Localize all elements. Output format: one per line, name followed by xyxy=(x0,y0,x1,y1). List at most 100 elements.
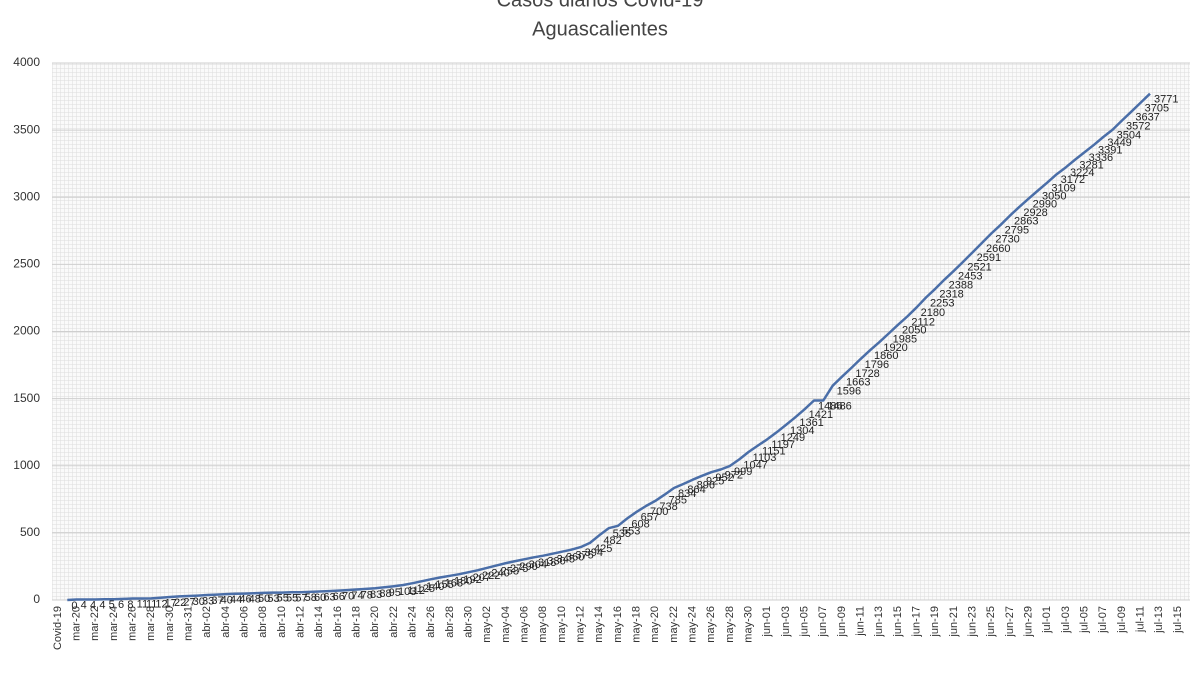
data-label: 30 xyxy=(193,596,205,608)
x-tick-label: abr-26 xyxy=(425,606,437,638)
data-label: 22 xyxy=(174,597,186,609)
x-tick-label: jun-07 xyxy=(817,606,829,638)
data-label: 2660 xyxy=(986,243,1010,255)
x-tick-label: may-08 xyxy=(537,606,549,643)
x-tick-label: may-18 xyxy=(631,606,643,643)
x-tick-label: abr-28 xyxy=(444,606,456,638)
data-label: 1421 xyxy=(809,409,833,421)
x-tick-label: jun-29 xyxy=(1023,606,1035,638)
data-label: 44 xyxy=(230,594,242,606)
x-tick-label: jul-03 xyxy=(1060,606,1072,634)
data-label: 1486 xyxy=(818,400,842,412)
data-label: 2112 xyxy=(911,316,935,328)
data-line xyxy=(67,92,1151,602)
data-label: 1985 xyxy=(893,333,917,345)
y-tick-label: 1000 xyxy=(13,458,40,472)
data-label: 103 xyxy=(398,586,416,598)
data-label: 5 xyxy=(109,599,115,611)
data-label: 78 xyxy=(361,589,373,601)
x-tick-label: jun-27 xyxy=(1004,606,1016,638)
data-label: 700 xyxy=(650,506,668,518)
y-tick-label: 0 xyxy=(33,592,40,606)
data-label: 1920 xyxy=(883,342,907,354)
x-tick-label: abr-24 xyxy=(407,606,419,638)
x-tick-label: jun-01 xyxy=(761,606,773,638)
data-label: 1047 xyxy=(743,459,767,471)
data-label: 394 xyxy=(585,547,603,559)
data-label: 58 xyxy=(305,592,317,604)
data-label: 2990 xyxy=(1033,198,1057,210)
data-label: 3705 xyxy=(1145,103,1169,115)
data-label: 46 xyxy=(239,594,251,606)
data-label: 345 xyxy=(557,554,575,566)
data-label: 3449 xyxy=(1107,137,1131,149)
data-label: 240 xyxy=(491,568,509,580)
data-label: 50 xyxy=(258,593,270,605)
data-label: 1249 xyxy=(781,432,805,444)
data-label: 4 xyxy=(81,599,87,611)
data-label: 482 xyxy=(603,535,621,547)
data-label: 972 xyxy=(725,469,743,481)
x-tick-label: Covid-19 xyxy=(52,606,64,650)
data-label: 2730 xyxy=(995,233,1019,245)
data-label: 140 xyxy=(426,581,444,593)
data-label: 27 xyxy=(183,596,195,608)
data-label: 3336 xyxy=(1089,152,1113,164)
data-label: 2253 xyxy=(930,297,954,309)
x-tick-label: jul-15 xyxy=(1172,606,1184,634)
data-label: 290 xyxy=(519,561,537,573)
data-label: 3281 xyxy=(1079,159,1103,171)
x-tick-label: abr-20 xyxy=(369,606,381,638)
x-tick-label: jun-05 xyxy=(799,606,811,638)
y-tick-label: 3500 xyxy=(13,122,40,136)
x-tick-label: mar-31 xyxy=(183,606,195,641)
x-tick-label: may-22 xyxy=(668,606,680,643)
chart-subtitle: Aguascalientes xyxy=(532,18,668,40)
x-tick-label: may-20 xyxy=(649,606,661,643)
x-tick-label: jun-23 xyxy=(967,606,979,638)
data-label: 2388 xyxy=(949,279,973,291)
data-label: 864 xyxy=(687,484,705,496)
x-tick-label: mar-28 xyxy=(145,606,157,641)
data-label: 57 xyxy=(295,592,307,604)
data-label: 1486 xyxy=(827,400,851,412)
x-tick-label: may-30 xyxy=(743,606,755,643)
x-tick-label: abr-16 xyxy=(332,606,344,638)
data-label: 360 xyxy=(566,552,584,564)
x-tick-label: mar-20 xyxy=(71,606,83,641)
data-label: 70 xyxy=(342,591,354,603)
data-label: 304 xyxy=(529,559,547,571)
data-label: 2521 xyxy=(967,261,991,273)
data-label: 155 xyxy=(435,579,453,591)
data-label: 11 xyxy=(137,598,148,610)
x-tick-label: may-12 xyxy=(575,606,587,643)
data-label: 375 xyxy=(575,550,593,562)
x-tick-label: jun-17 xyxy=(911,606,923,638)
data-label: 55 xyxy=(277,593,289,605)
x-tick-label: jun-13 xyxy=(873,606,885,638)
data-label: 66 xyxy=(333,591,345,603)
data-label: 4 xyxy=(90,599,96,611)
y-tick-label: 3000 xyxy=(13,189,40,203)
x-tick-label: may-24 xyxy=(687,606,699,643)
x-tick-label: may-04 xyxy=(500,606,512,643)
x-tick-label: abr-06 xyxy=(239,606,251,638)
data-label: 608 xyxy=(631,518,649,530)
x-tick-label: jun-15 xyxy=(892,606,904,638)
x-tick-label: jun-21 xyxy=(948,606,960,638)
x-tick-label: may-16 xyxy=(612,606,624,643)
x-tick-label: abr-18 xyxy=(351,606,363,638)
x-tick-label: jul-07 xyxy=(1097,606,1109,634)
data-label: 3050 xyxy=(1042,190,1066,202)
data-label: 6 xyxy=(118,599,124,611)
data-label: 3224 xyxy=(1070,167,1094,179)
x-tick-label: abr-30 xyxy=(463,606,475,638)
data-label: 896 xyxy=(697,480,715,492)
data-label: 63 xyxy=(323,591,335,603)
data-label: 275 xyxy=(510,563,528,575)
data-label: 83 xyxy=(370,589,382,601)
data-label: 207 xyxy=(473,572,491,584)
data-label: 3572 xyxy=(1126,120,1150,132)
data-label: 3504 xyxy=(1117,129,1141,141)
